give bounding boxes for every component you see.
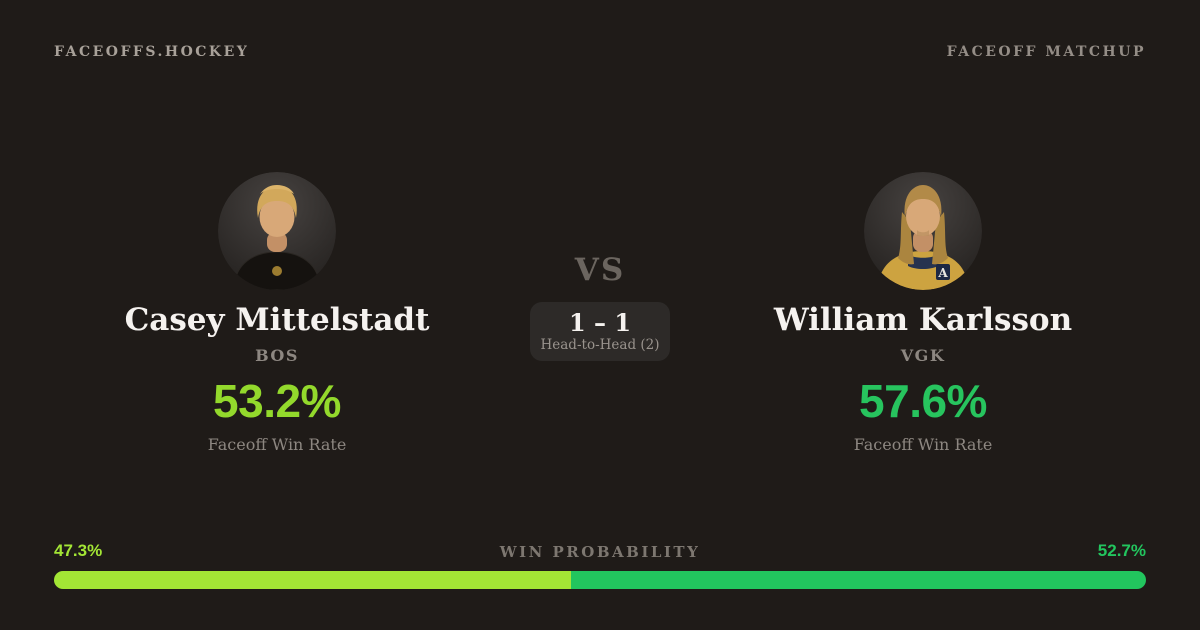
player-win-rate-right: 57.6% xyxy=(859,374,987,427)
card-type-label: FACEOFF MATCHUP xyxy=(946,44,1146,60)
player-headshot-icon xyxy=(218,172,336,290)
player-team-left: BOS xyxy=(255,345,299,365)
player-photo-right: A xyxy=(864,172,982,290)
vs-label: VS xyxy=(574,252,626,288)
win-probability-bar xyxy=(54,571,1146,589)
brand-wordmark: FACEOFFS.HOCKEY xyxy=(54,44,250,60)
win-probability-title: WIN PROBABILITY xyxy=(499,543,701,561)
player-card-left: Casey Mittelstadt BOS 53.2% Faceoff Win … xyxy=(77,172,477,454)
win-probability-labels: 47.3% WIN PROBABILITY 52.7% xyxy=(54,541,1146,561)
player-name-right: William Karlsson xyxy=(773,302,1073,338)
win-probability-left-value: 47.3% xyxy=(54,541,103,560)
svg-text:A: A xyxy=(937,266,948,280)
win-probability-right-value: 52.7% xyxy=(1097,541,1146,560)
head-to-head-caption: Head-to-Head (2) xyxy=(540,337,660,354)
win-rate-caption-left: Faceoff Win Rate xyxy=(207,434,347,454)
player-card-right: A William Karlsson VGK 57.6% Faceoff Win… xyxy=(723,172,1123,454)
player-team-right: VGK xyxy=(900,345,946,365)
win-rate-caption-right: Faceoff Win Rate xyxy=(853,434,993,454)
head-to-head-score: 1 – 1 xyxy=(568,307,632,337)
player-win-rate-left: 53.2% xyxy=(213,374,341,427)
player-photo-left xyxy=(218,172,336,290)
head-to-head-box: 1 – 1 Head-to-Head (2) xyxy=(530,302,670,361)
player-name-left: Casey Mittelstadt xyxy=(124,302,430,338)
win-probability-bar-right-segment xyxy=(570,571,1146,589)
win-probability-bar-left-segment xyxy=(54,571,571,589)
header: FACEOFFS.HOCKEY FACEOFF MATCHUP xyxy=(54,44,1146,60)
player-headshot-icon: A xyxy=(864,172,982,290)
